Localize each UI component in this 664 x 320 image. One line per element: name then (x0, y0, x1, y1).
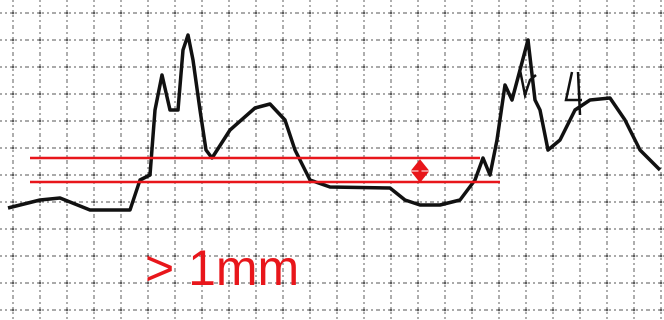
ecg-grid (0, 0, 664, 320)
ecg-image: > 1mm (0, 0, 664, 320)
page: {"annotation": {"label": "> 1mm"}} > 1mm… (0, 0, 664, 320)
annotation-label: > 1mm (145, 240, 299, 296)
